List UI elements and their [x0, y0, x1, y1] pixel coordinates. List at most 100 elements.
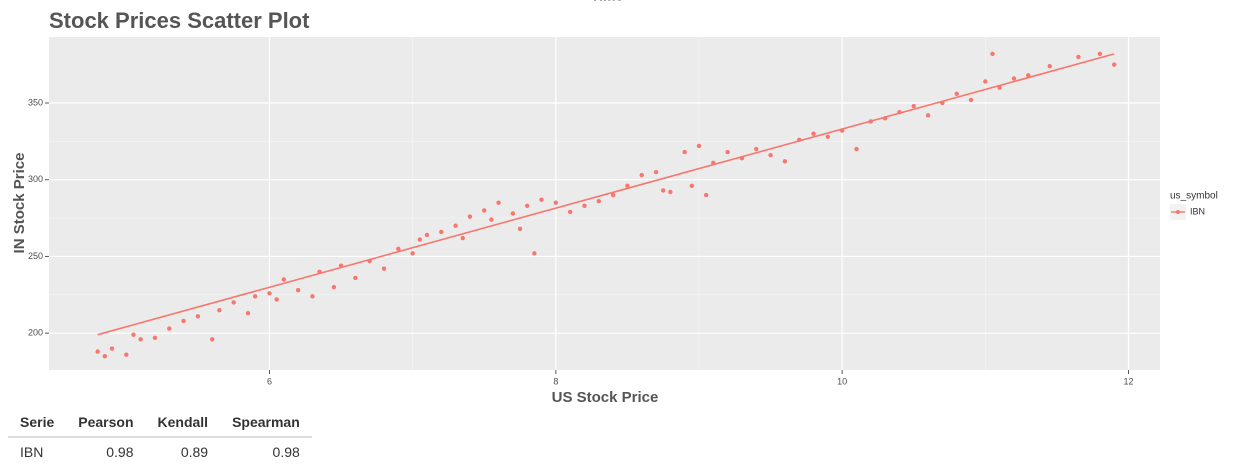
y-tick-label: 250	[28, 251, 43, 261]
scatter-point	[668, 189, 673, 195]
scatter-point	[703, 192, 709, 198]
trend-line	[97, 53, 1115, 336]
x-tick-label: 6	[267, 376, 272, 386]
y-tick-label: 300	[28, 174, 43, 184]
scatter-point	[331, 284, 337, 290]
x-tick-label: 12	[1123, 376, 1133, 386]
scatter-point	[553, 200, 559, 205]
scatter-point	[467, 214, 473, 219]
scatter-point	[532, 251, 537, 256]
scatter-point	[954, 91, 959, 96]
scatter-point	[983, 79, 988, 84]
correlation-table: Serie Pearson Kendall Spearman IBN 0.98 0.89 0.…	[8, 410, 312, 462]
scatter-point	[1111, 62, 1117, 67]
scatter-point	[496, 200, 501, 205]
scatter-point	[353, 275, 358, 281]
scatter-point	[281, 277, 286, 282]
table-row: IBN 0.98 0.89 0.98	[8, 437, 312, 462]
scatter-point	[1076, 54, 1081, 60]
y-axis-label: IN Stock Price	[11, 153, 28, 254]
scatter-point	[639, 172, 644, 178]
scatter-point	[217, 307, 222, 313]
scatter-point	[267, 291, 272, 296]
scatter-point	[109, 346, 115, 351]
column-header: Spearman	[220, 410, 312, 438]
y-tick-label: 200	[28, 328, 43, 338]
chart: Time Stock Prices Scatter Plot US Stock …	[11, 0, 1218, 405]
scatter-point	[131, 332, 136, 337]
table-cell: 0.89	[180, 444, 209, 460]
scatter-point	[210, 337, 215, 342]
scatter-point	[517, 226, 523, 232]
scatter-point	[138, 337, 143, 342]
legend-title: us_symbol	[1170, 191, 1218, 202]
scatter-point	[424, 232, 430, 238]
scatter-point	[689, 183, 695, 189]
scatter-point	[925, 113, 931, 118]
scatter-point	[167, 326, 172, 331]
scatter-point	[582, 203, 587, 209]
y-tick-label: 350	[28, 97, 43, 107]
scatter-point	[102, 353, 108, 359]
scatter-point	[1097, 51, 1103, 57]
scatter-point	[811, 131, 816, 136]
scatter-point	[181, 318, 186, 324]
scatter-point	[660, 188, 666, 193]
scatter-point	[682, 149, 687, 155]
scatter-point	[310, 294, 315, 299]
scatter-point	[295, 288, 301, 293]
scatter-point	[482, 208, 487, 213]
scatter-point	[274, 297, 279, 302]
scatter-point	[596, 198, 601, 204]
legend-label: IBN	[1190, 206, 1205, 216]
table-cell: 0.98	[106, 444, 134, 460]
legend-point	[1176, 210, 1180, 214]
top-label: Time	[591, 0, 624, 4]
scatter-point	[460, 235, 465, 241]
column-header: Pearson	[66, 410, 146, 438]
scatter-point	[124, 352, 129, 357]
scatter-point	[911, 103, 916, 109]
scatter-point	[567, 209, 573, 215]
scatter-point	[754, 146, 759, 152]
scatter-point	[610, 192, 616, 198]
scatter-point	[453, 223, 458, 228]
table-cell: 0.98	[272, 444, 300, 460]
scatter-point	[231, 300, 236, 305]
column-header: Serie	[8, 410, 67, 438]
scatter-point	[245, 311, 251, 316]
scatter-point	[625, 183, 630, 189]
scatter-point	[195, 314, 201, 319]
scatter-point	[782, 159, 788, 164]
x-tick-label: 8	[553, 376, 558, 386]
scatter-point	[539, 197, 544, 202]
scatter-point	[768, 152, 773, 158]
scatter-point	[653, 169, 659, 175]
scatter-point	[854, 146, 859, 152]
scatter-point	[696, 143, 702, 149]
chart-title: Stock Prices Scatter Plot	[49, 8, 310, 33]
x-tick-label: 10	[837, 376, 847, 386]
scatter-point	[1011, 76, 1017, 81]
table-cell: IBN	[20, 444, 44, 460]
scatter-point	[968, 97, 974, 103]
scatter-point	[990, 51, 995, 57]
column-header: Kendall	[145, 410, 221, 438]
scatter-point	[252, 294, 258, 299]
scatter-point	[825, 134, 831, 139]
scatter-point	[417, 237, 423, 242]
scatter-point	[396, 246, 401, 251]
scatter-point	[489, 217, 494, 222]
scatter-point	[725, 149, 730, 155]
scatter-point	[95, 349, 100, 354]
scatter-point	[524, 203, 530, 209]
scatter-point	[410, 251, 415, 256]
scatter-point	[152, 335, 158, 340]
scatter-point	[439, 229, 444, 235]
scatter-point	[381, 266, 387, 271]
scatter-point	[1026, 73, 1031, 78]
x-axis-label: US Stock Price	[552, 389, 659, 405]
scatter-point	[510, 211, 516, 216]
scatter-point	[1047, 63, 1052, 69]
